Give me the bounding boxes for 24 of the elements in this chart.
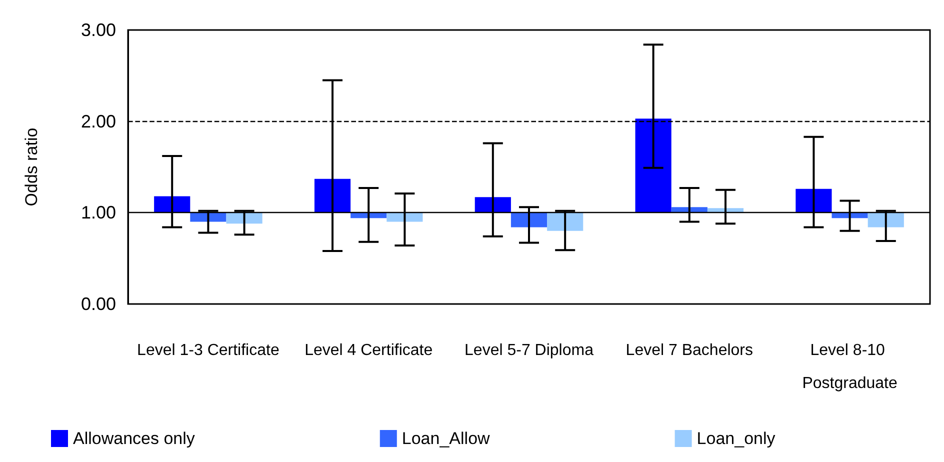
- x-tick-label: Level 5-7 Diploma: [464, 342, 594, 359]
- bar: [154, 196, 190, 213]
- bar: [190, 212, 226, 222]
- y-tick-label: 0.00: [80, 294, 116, 314]
- y-tick-label: 1.00: [80, 202, 116, 223]
- legend-label: Loan_Allow: [402, 429, 491, 448]
- x-tick-label: Level 4 Certificate: [304, 342, 433, 359]
- bar: [547, 212, 584, 231]
- bar: [474, 197, 511, 213]
- y-tick-label: 3.00: [80, 20, 116, 40]
- bar: [510, 212, 548, 228]
- bar: [796, 188, 832, 213]
- bar: [314, 178, 351, 213]
- bar: [386, 212, 423, 222]
- bar: [868, 212, 904, 228]
- y-axis-title: Odds ratio: [22, 128, 41, 206]
- x-tick-label: Level 1-3 Certificate: [137, 342, 280, 359]
- legend-label: Loan_only: [696, 429, 776, 448]
- x-tick-label: Level 7 Bachelors: [626, 342, 753, 359]
- x-tick-label: Level 8-10 Postgraduate: [802, 342, 898, 392]
- bar: [226, 212, 262, 224]
- bar: [635, 118, 672, 213]
- y-tick-label: 2.00: [80, 111, 116, 132]
- legend-label: Allowances only: [73, 429, 196, 448]
